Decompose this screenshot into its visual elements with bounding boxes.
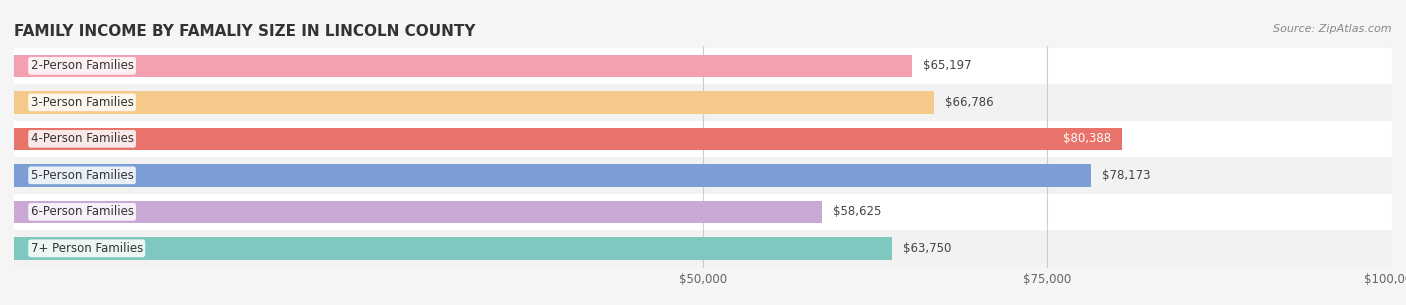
Bar: [14, 127, 1122, 150]
Text: 7+ Person Families: 7+ Person Families: [31, 242, 143, 255]
Text: 4-Person Families: 4-Person Families: [31, 132, 134, 145]
Bar: [14, 194, 1392, 230]
Bar: [14, 164, 1091, 187]
Bar: [14, 120, 1392, 157]
Bar: [14, 230, 1392, 267]
Text: $78,173: $78,173: [1102, 169, 1150, 182]
Text: Source: ZipAtlas.com: Source: ZipAtlas.com: [1274, 24, 1392, 34]
Text: 5-Person Families: 5-Person Families: [31, 169, 134, 182]
Bar: [14, 237, 893, 260]
Bar: [14, 91, 935, 114]
Text: $63,750: $63,750: [904, 242, 952, 255]
Text: $65,197: $65,197: [924, 59, 972, 72]
Bar: [14, 200, 823, 223]
Text: 6-Person Families: 6-Person Families: [31, 205, 134, 218]
Text: $80,388: $80,388: [1063, 132, 1111, 145]
Bar: [14, 157, 1392, 194]
Text: FAMILY INCOME BY FAMALIY SIZE IN LINCOLN COUNTY: FAMILY INCOME BY FAMALIY SIZE IN LINCOLN…: [14, 24, 475, 39]
Bar: [14, 48, 1392, 84]
Text: $66,786: $66,786: [945, 96, 994, 109]
Text: 2-Person Families: 2-Person Families: [31, 59, 134, 72]
Bar: [14, 55, 912, 77]
Text: $58,625: $58,625: [832, 205, 882, 218]
Bar: [14, 84, 1392, 120]
Text: 3-Person Families: 3-Person Families: [31, 96, 134, 109]
